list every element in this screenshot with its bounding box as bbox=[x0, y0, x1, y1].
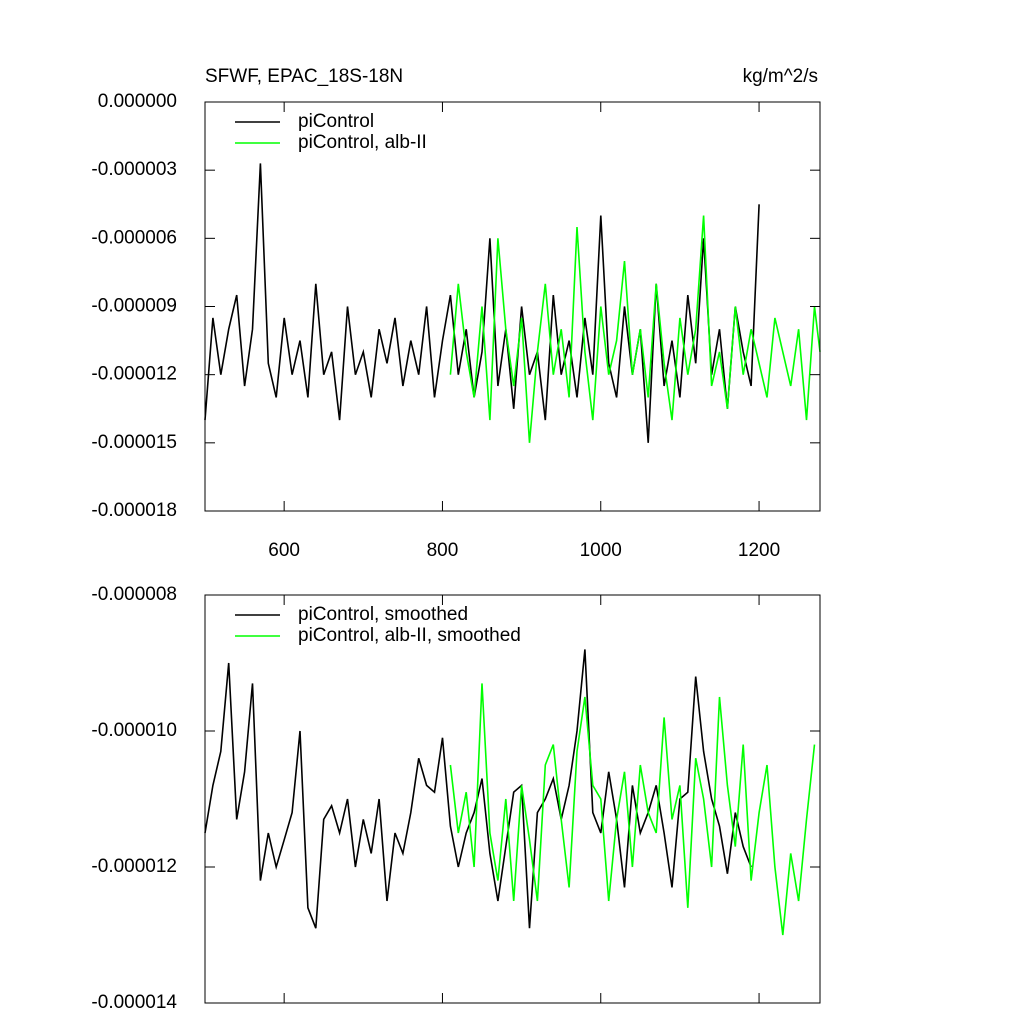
x-tick-label: 1200 bbox=[738, 540, 780, 561]
legend-label: piControl bbox=[298, 111, 374, 132]
x-tick-label: 800 bbox=[427, 540, 459, 561]
legend-label: piControl, smoothed bbox=[298, 604, 468, 625]
data-line bbox=[449, 215, 821, 443]
y-tick-label: -0.000010 bbox=[91, 720, 177, 741]
legend-label: piControl, alb-II bbox=[298, 132, 427, 153]
data-line bbox=[204, 649, 752, 929]
y-tick-label: -0.000008 bbox=[91, 584, 177, 605]
y-tick-label: -0.000012 bbox=[91, 364, 177, 385]
y-tick-label: 0.000000 bbox=[98, 91, 177, 112]
units-label: kg/m^2/s bbox=[743, 66, 818, 87]
y-tick-label: -0.000018 bbox=[91, 500, 177, 521]
plot-frame bbox=[204, 594, 821, 1004]
y-tick-label: -0.000009 bbox=[91, 296, 177, 317]
data-line bbox=[204, 163, 760, 443]
y-tick-label: -0.000003 bbox=[91, 159, 177, 180]
y-tick-label: -0.000012 bbox=[91, 856, 177, 877]
x-tick-label: 600 bbox=[268, 540, 300, 561]
y-tick-label: -0.000014 bbox=[91, 992, 177, 1013]
plot-frame bbox=[204, 101, 821, 512]
data-line bbox=[449, 683, 816, 936]
y-tick-label: -0.000006 bbox=[91, 227, 177, 248]
chart-title: SFWF, EPAC_18S-18N bbox=[205, 66, 403, 87]
x-tick-label: 1000 bbox=[580, 540, 622, 561]
y-tick-label: -0.000015 bbox=[91, 432, 177, 453]
legend-label: piControl, alb-II, smoothed bbox=[298, 625, 521, 646]
